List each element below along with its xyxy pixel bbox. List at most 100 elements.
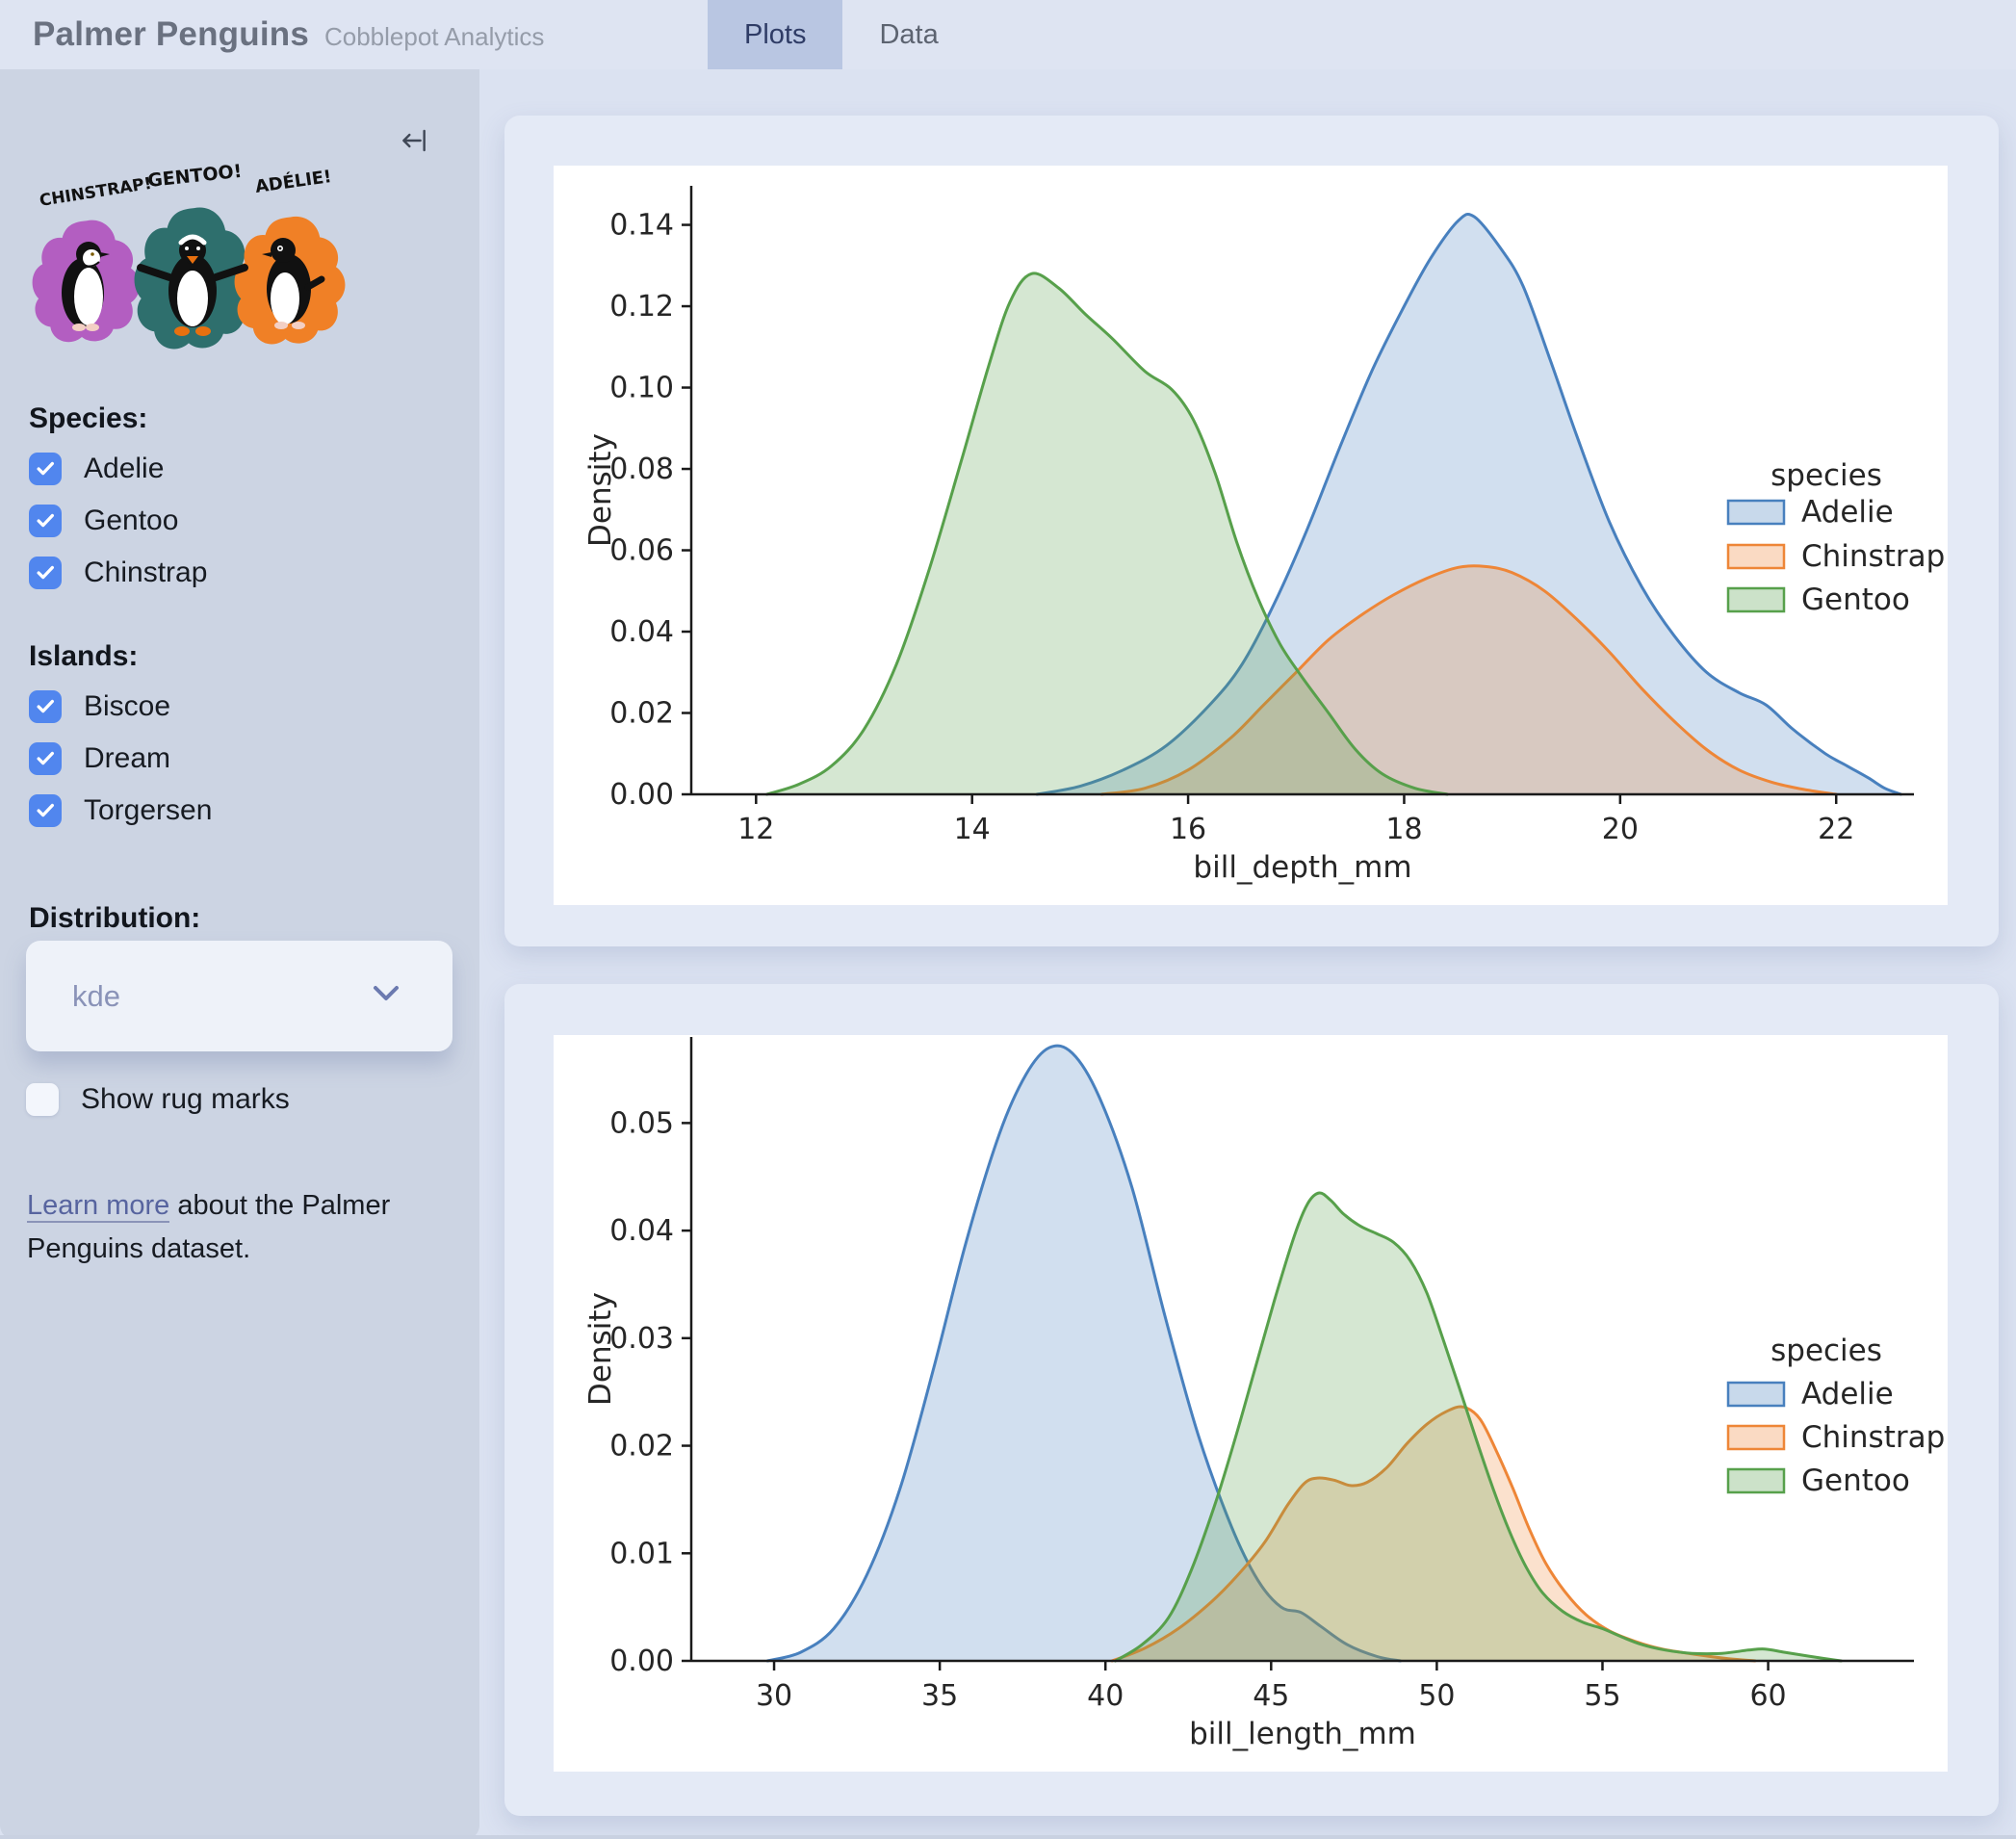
islands-label: Islands:	[29, 640, 139, 672]
bill-depth-kde-chart: 12 14 16 18 20 22 0.00 0.02 0.04 0.06 0.08 0.10 0.12…	[583, 186, 1945, 885]
artwork-label-chinstrap: CHINSTRAP!	[39, 174, 153, 211]
checkbox-island-biscoe[interactable]: Biscoe	[29, 690, 212, 723]
legend-label-adelie: Adelie	[1801, 495, 1894, 530]
checkbox-label: Dream	[84, 742, 171, 774]
checkbox-species-adelie[interactable]: Adelie	[29, 453, 207, 485]
legend-label-chinstrap: Chinstrap	[1801, 1420, 1945, 1455]
y-tick-label: 0.03	[609, 1322, 674, 1356]
x-tick-label: 18	[1385, 813, 1422, 846]
learn-more-link[interactable]: Learn more	[27, 1190, 170, 1223]
dataset-note: Learn more about the Palmer Penguins dat…	[27, 1184, 395, 1271]
legend-swatch-chinstrap	[1726, 543, 1786, 570]
page-subtitle: Cobblepot Analytics	[323, 22, 545, 51]
y-axis-label: Density	[583, 433, 618, 547]
artwork-label-gentoo: GENTOO!	[146, 161, 243, 192]
x-tick-label: 45	[1253, 1679, 1289, 1713]
nav-tabs: Plots Data	[708, 0, 975, 69]
sidebar: CHINSTRAP! GENTOO! ADÉLIE! Species: Adel…	[0, 69, 479, 1839]
distribution-select[interactable]: kde	[26, 941, 452, 1051]
checkbox-island-torgersen[interactable]: Torgersen	[29, 794, 212, 827]
y-tick-label: 0.12	[609, 290, 674, 324]
checkbox-label: Biscoe	[84, 690, 171, 722]
checkbox-island-dream[interactable]: Dream	[29, 742, 212, 775]
tab-data[interactable]: Data	[879, 19, 939, 50]
distribution-group: Distribution:	[29, 902, 200, 952]
y-tick-label: 0.00	[609, 1645, 674, 1678]
checkbox-checked-icon[interactable]	[29, 794, 62, 827]
x-tick-label: 40	[1087, 1679, 1124, 1713]
bill-length-kde-chart: 30 35 40 45 50 55 60 0.00 0.01 0.02 0.03 0.04 0.05 bi…	[583, 1037, 1945, 1751]
arrow-left-to-bar-icon	[402, 129, 426, 152]
checkbox-label: Show rug marks	[81, 1083, 290, 1115]
checkbox-checked-icon[interactable]	[29, 557, 62, 589]
checkbox-species-gentoo[interactable]: Gentoo	[29, 505, 207, 537]
legend-label-gentoo: Gentoo	[1801, 583, 1910, 617]
y-tick-label: 0.06	[609, 534, 674, 568]
x-tick-label: 55	[1584, 1679, 1620, 1713]
checkbox-species-chinstrap[interactable]: Chinstrap	[29, 557, 207, 589]
kde-area-chinstrap	[1112, 1406, 1755, 1661]
y-tick-label: 0.14	[609, 209, 674, 243]
x-tick-label: 12	[737, 813, 774, 846]
chevron-down-icon	[370, 983, 402, 1009]
islands-group: Islands: Biscoe Dream Torgersen	[29, 640, 212, 846]
sidebar-collapse-button[interactable]	[399, 125, 429, 156]
y-tick-label: 0.01	[609, 1537, 674, 1570]
checkbox-show-rug-marks[interactable]: Show rug marks	[26, 1083, 290, 1116]
x-axis-label: bill_length_mm	[1189, 1717, 1416, 1751]
kde-area-adelie	[1037, 214, 1901, 795]
checkbox-label: Torgersen	[84, 794, 213, 826]
x-tick-label: 60	[1749, 1679, 1786, 1713]
y-tick-label: 0.08	[609, 453, 674, 486]
checkbox-label: Adelie	[84, 453, 165, 484]
legend-swatch-chinstrap	[1726, 1424, 1786, 1451]
y-tick-label: 0.02	[609, 697, 674, 731]
checkbox-checked-icon[interactable]	[29, 505, 62, 537]
kde-line-adelie	[765, 1044, 1402, 1663]
bill-depth-card: 12 14 16 18 20 22 0.00 0.02 0.04 0.06 0.08 0.10 0.12…	[504, 116, 1999, 946]
kde-area-chinstrap	[1101, 565, 1837, 794]
checkbox-label: Gentoo	[84, 505, 179, 536]
window-bottom-edge	[0, 1835, 2016, 1839]
x-axis-label: bill_depth_mm	[1193, 850, 1411, 885]
legend-label-gentoo: Gentoo	[1801, 1463, 1910, 1498]
x-tick-label: 50	[1418, 1679, 1455, 1713]
y-tick-label: 0.00	[609, 778, 674, 812]
kde-line-chinstrap	[1099, 564, 1838, 796]
legend-swatch-adelie	[1726, 499, 1786, 526]
legend-title: species	[1770, 458, 1882, 493]
legend-title: species	[1770, 1334, 1882, 1368]
y-tick-label: 0.04	[609, 615, 674, 649]
checkbox-checked-icon[interactable]	[29, 453, 62, 485]
distribution-selected-value: kde	[72, 978, 120, 1013]
x-tick-label: 22	[1818, 813, 1854, 846]
kde-area-adelie	[767, 1046, 1401, 1661]
checkbox-unchecked-icon[interactable]	[26, 1083, 59, 1116]
checkbox-checked-icon[interactable]	[29, 690, 62, 723]
y-tick-label: 0.10	[609, 372, 674, 405]
x-tick-label: 14	[954, 813, 991, 846]
legend-label-chinstrap: Chinstrap	[1801, 539, 1945, 574]
legend-swatch-adelie	[1726, 1381, 1786, 1408]
kde-area-gentoo	[766, 272, 1448, 794]
dataset-note-text: about the Palmer Penguins dataset.	[27, 1190, 391, 1264]
brand: Palmer Penguins Cobblepot Analytics	[33, 15, 544, 54]
artwork-label-adelie: ADÉLIE!	[254, 166, 333, 197]
tab-plots[interactable]: Plots	[708, 0, 843, 69]
kde-area-gentoo	[1115, 1192, 1842, 1661]
x-tick-label: 20	[1602, 813, 1639, 846]
y-axis-label: Density	[583, 1292, 618, 1406]
x-tick-label: 16	[1170, 813, 1206, 846]
chinstrap-penguin	[62, 242, 110, 331]
legend-swatch-gentoo	[1726, 1467, 1786, 1494]
legend-swatch-gentoo	[1726, 586, 1786, 613]
species-group: Species: Adelie Gentoo Chinstrap	[29, 402, 207, 609]
kde-line-adelie	[1035, 212, 1902, 796]
species-label: Species:	[29, 402, 148, 434]
checkbox-checked-icon[interactable]	[29, 742, 62, 775]
page-title: Palmer Penguins	[33, 15, 309, 53]
y-tick-label: 0.02	[609, 1430, 674, 1463]
bill-length-figure: 30 35 40 45 50 55 60 0.00 0.01 0.02 0.03 0.04 0.05 bi…	[554, 1035, 1948, 1772]
bill-depth-figure: 12 14 16 18 20 22 0.00 0.02 0.04 0.06 0.08 0.10 0.12…	[554, 166, 1948, 905]
